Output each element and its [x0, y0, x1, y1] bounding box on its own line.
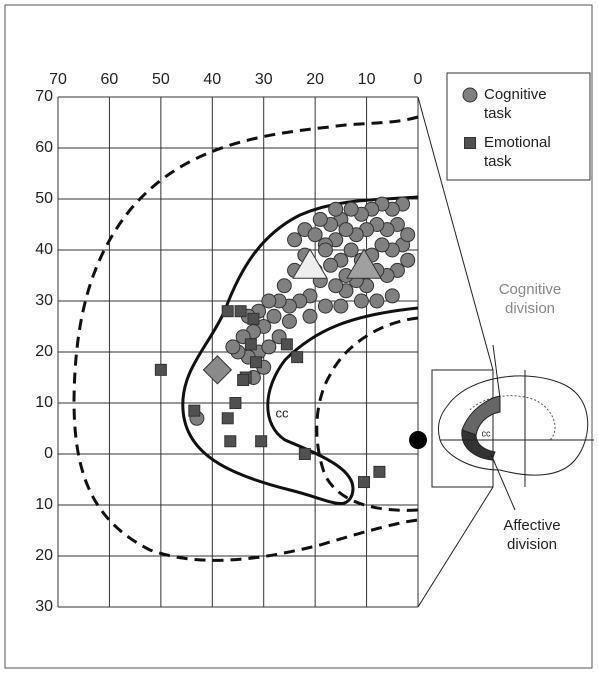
x-tick-label: 0 [414, 71, 423, 88]
x-tick-label: 50 [152, 71, 170, 88]
point [359, 477, 370, 488]
y-tick-label: 40 [35, 241, 53, 258]
y-tick-label: 10 [35, 496, 53, 513]
y-tick-label: 60 [35, 139, 53, 156]
point [277, 279, 291, 293]
point [318, 243, 332, 257]
point [324, 258, 338, 272]
figure: cc cc 70 60 50 40 30 20 10 0 70 60 50 40 30 20 10 0 10 20… [0, 0, 598, 674]
legend-label: Emotional task [484, 133, 574, 171]
point [339, 223, 353, 237]
point [262, 340, 276, 354]
point [203, 356, 231, 384]
pointer [490, 452, 515, 510]
point [329, 202, 343, 216]
point [288, 233, 302, 247]
y-tick-label: 30 [35, 598, 53, 615]
pointer [493, 345, 500, 398]
cc-label: cc [276, 405, 290, 420]
y-tick-label: 50 [35, 190, 53, 207]
x-tick-label: 60 [101, 71, 119, 88]
x-tick-label: 30 [255, 71, 273, 88]
y-tick-label: 20 [35, 547, 53, 564]
point [155, 364, 166, 375]
legend-label: Cognitive task [484, 85, 574, 123]
point [354, 294, 368, 308]
x-tick-label: 40 [203, 71, 221, 88]
point [235, 306, 246, 317]
point [344, 243, 358, 257]
inset-cc-label: cc [482, 428, 492, 438]
brain-outline [438, 376, 587, 475]
origin-dot [409, 431, 427, 449]
point [299, 449, 310, 460]
point [282, 314, 296, 328]
affective-division-label: Affective division [482, 516, 582, 554]
point [267, 309, 281, 323]
point [225, 436, 236, 447]
legend-marker [465, 138, 476, 149]
point [245, 339, 256, 350]
point [230, 398, 241, 409]
point [281, 339, 292, 350]
point [256, 436, 267, 447]
point [374, 466, 385, 477]
x-tick-label: 10 [358, 71, 376, 88]
point [401, 228, 415, 242]
cognitive-division-label: Cognitive division [475, 280, 585, 318]
point [308, 228, 322, 242]
point [329, 279, 343, 293]
x-tick-label: 70 [49, 71, 67, 88]
point [303, 309, 317, 323]
x-tick-label: 20 [306, 71, 324, 88]
point [248, 313, 259, 324]
point [344, 202, 358, 216]
y-tick-label: 10 [35, 394, 53, 411]
point [334, 299, 348, 313]
y-tick-label: 20 [35, 343, 53, 360]
legend-marker [463, 88, 477, 102]
point [251, 357, 262, 368]
point [401, 253, 415, 267]
point [385, 289, 399, 303]
point [226, 340, 240, 354]
y-tick-label: 0 [44, 445, 53, 462]
y-tick-label: 30 [35, 292, 53, 309]
point [222, 413, 233, 424]
point [238, 375, 249, 386]
point [222, 306, 233, 317]
point [189, 405, 200, 416]
point [370, 294, 384, 308]
y-tick-label: 70 [35, 88, 53, 105]
point [292, 352, 303, 363]
point [318, 299, 332, 313]
point [262, 294, 276, 308]
point [375, 238, 389, 252]
point [313, 212, 327, 226]
